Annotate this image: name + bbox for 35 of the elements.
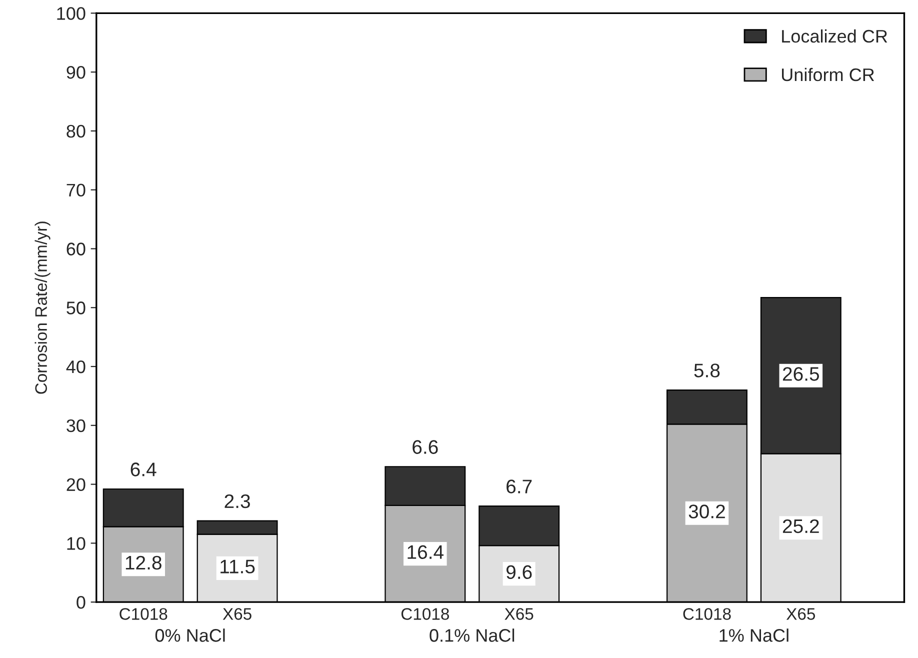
data-label: 30.2 xyxy=(688,504,725,518)
data-label: 26.5 xyxy=(782,367,820,381)
y-tick-label: 50 xyxy=(66,302,86,314)
legend-label: Localized CR xyxy=(782,29,888,43)
data-label: 11.5 xyxy=(220,560,255,574)
y-tick-label: 20 xyxy=(66,478,86,492)
x-tick-label: C1018 xyxy=(683,608,731,620)
y-tick-label: 30 xyxy=(66,419,86,432)
y-tick-label: 100 xyxy=(57,7,86,20)
y-axis-title: Corrosion Rate/(mm/yr) xyxy=(34,222,50,394)
x-tick-label: C1018 xyxy=(120,608,168,620)
data-label: 6.6 xyxy=(412,440,438,454)
data-label: 5.8 xyxy=(694,364,720,378)
y-tick-label: 40 xyxy=(66,360,86,374)
y-tick-label: 80 xyxy=(66,124,86,138)
data-label: 16.4 xyxy=(408,545,444,559)
y-tick-label: 0 xyxy=(76,596,86,609)
text: 1% NaCl xyxy=(720,628,788,642)
text: 0.1% NaCl xyxy=(430,628,514,642)
legend-label: Uniform CR xyxy=(782,68,874,82)
text: 0% NaCl xyxy=(155,628,225,642)
x-tick-label: C1018 xyxy=(401,608,449,620)
y-tick-label: 60 xyxy=(66,242,86,256)
data-label: 6.4 xyxy=(130,462,156,476)
x-tick-label: X65 xyxy=(786,608,816,620)
y-tick-label: 10 xyxy=(67,537,86,550)
data-label: 12.8 xyxy=(126,556,162,570)
y-tick-label: 90 xyxy=(66,66,86,79)
data-label: 6.7 xyxy=(506,480,532,494)
y-tick-label: 70 xyxy=(66,184,86,197)
data-label: 25.2 xyxy=(782,519,819,534)
x-tick-label: X65 xyxy=(222,608,252,620)
data-label: 9.6 xyxy=(506,565,532,580)
data-label: 2.3 xyxy=(224,494,250,508)
x-tick-label: X65 xyxy=(504,608,534,620)
